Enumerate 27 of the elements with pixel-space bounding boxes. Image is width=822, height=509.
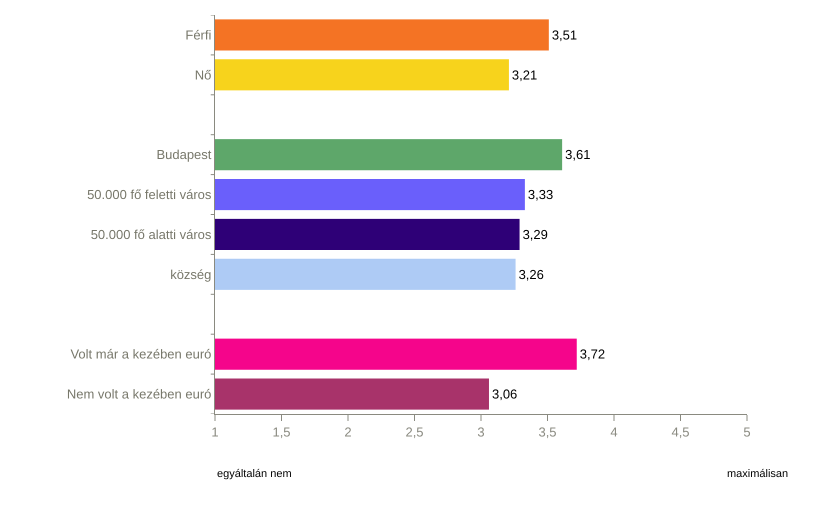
x-tick-label: 4,5 [671, 424, 690, 440]
data-label: 3,51 [552, 27, 578, 42]
y-tick-label: Nem volt a kezében euró [66, 386, 212, 402]
data-label: 3,72 [580, 346, 606, 362]
x-tick-label: 5 [743, 424, 751, 440]
data-label: 3,61 [565, 147, 590, 162]
data-label: 3,21 [512, 67, 538, 82]
data-label: 3,26 [518, 266, 544, 282]
y-tick-label: Volt már a kezében euró [70, 346, 212, 362]
x-tick-label: 3,5 [538, 424, 557, 440]
y-tick-label: 50.000 fő alatti város [90, 227, 212, 242]
y-tick-label: Budapest [156, 147, 212, 162]
x-tick-label: 3 [477, 424, 485, 440]
x-tick-label: 1,5 [272, 424, 291, 440]
x-tick-label: 2,5 [405, 424, 424, 440]
text: maximálisan [727, 468, 788, 480]
y-tick-label: Nő [194, 67, 212, 82]
x-tick-label: 1 [211, 424, 219, 440]
y-tick-label: község [170, 266, 212, 282]
y-tick-label: Férfi [185, 28, 212, 42]
x-tick-label: 2 [344, 424, 352, 440]
x-tick-label: 4 [610, 424, 618, 440]
text: egyáltalán nem [217, 468, 292, 480]
data-label: 3,06 [492, 386, 518, 402]
data-label: 3,33 [528, 187, 554, 202]
y-tick-label: 50.000 fő feletti város [87, 187, 212, 202]
data-label: 3,29 [522, 226, 548, 242]
